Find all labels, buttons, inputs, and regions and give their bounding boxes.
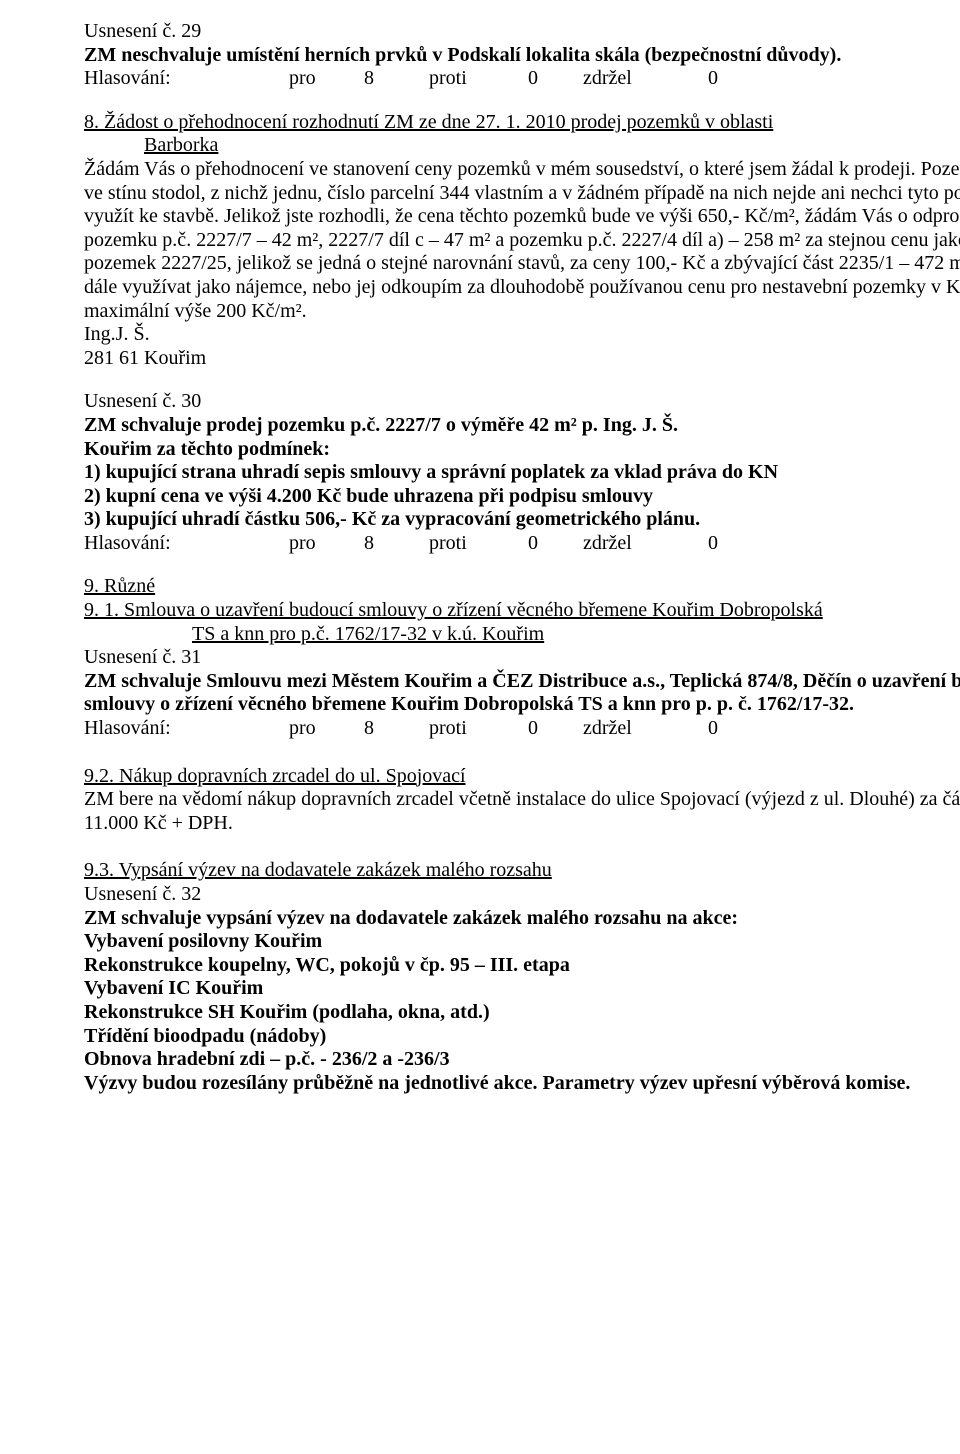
hlas-proti-l: proti (429, 67, 523, 91)
heading-9: 9. Různé (84, 575, 960, 599)
usneseni-29: Usnesení č. 29 (84, 20, 960, 44)
hlas-label: Hlasování: (84, 67, 284, 91)
heading-9-1a: 9. 1. Smlouva o uzavření budoucí smlouvy… (84, 599, 960, 623)
sig-2: 281 61 Kouřim (84, 347, 960, 371)
hlas-zdr-l: zdržel (583, 67, 703, 91)
usneseni-31: Usnesení č. 31 (84, 646, 960, 670)
hlas-pro-v: 8 (364, 532, 424, 556)
hlas-label: Hlasování: (84, 532, 284, 556)
hlasovani-row: Hlasování: pro 8 proti 0 zdržel 0 (84, 717, 960, 741)
u32-l2: Vybavení posilovny Kouřim (84, 930, 960, 954)
hlas-proti-l: proti (429, 717, 523, 741)
u32-l1: ZM schvaluje vypsání výzev na dodavatele… (84, 907, 960, 931)
sig-1: Ing.J. Š. (84, 323, 960, 347)
u30-l4: 2) kupní cena ve výši 4.200 Kč bude uhra… (84, 485, 960, 509)
hlas-zdr-l: zdržel (583, 717, 703, 741)
u32-l4: Vybavení IC Kouřim (84, 977, 960, 1001)
hlas-zdr-v: 0 (708, 717, 738, 741)
u32-l3: Rekonstrukce koupelny, WC, pokojů v čp. … (84, 954, 960, 978)
body-8: Žádám Vás o přehodnocení ve stanovení ce… (84, 158, 960, 323)
hlas-pro-v: 8 (364, 67, 424, 91)
u32-l6: Třídění bioodpadu (nádoby) (84, 1025, 960, 1049)
hlas-zdr-v: 0 (708, 67, 738, 91)
u30-l5: 3) kupující uhradí částku 506,- Kč za vy… (84, 508, 960, 532)
u30-l1: ZM schvaluje prodej pozemku p.č. 2227/7 … (84, 414, 960, 438)
hlas-proti-l: proti (429, 532, 523, 556)
hlas-zdr-l: zdržel (583, 532, 703, 556)
heading-9-2: 9.2. Nákup dopravních zrcadel do ul. Spo… (84, 765, 960, 789)
usneseni-30: Usnesení č. 30 (84, 390, 960, 414)
hlas-proti-v: 0 (528, 532, 578, 556)
u30-l2: Kouřim za těchto podmínek: (84, 438, 960, 462)
hlasovani-row: Hlasování: pro 8 proti 0 zdržel 0 (84, 67, 960, 91)
u31-body: ZM schvaluje Smlouvu mezi Městem Kouřim … (84, 670, 960, 717)
hlas-proti-v: 0 (528, 717, 578, 741)
hlas-pro-l: pro (289, 717, 359, 741)
hlas-pro-v: 8 (364, 717, 424, 741)
heading-9-1b: TS a knn pro p.č. 1762/17-32 v k.ú. Kouř… (84, 623, 960, 647)
usneseni-29-title: ZM neschvaluje umístění herních prvků v … (84, 44, 960, 68)
usneseni-32: Usnesení č. 32 (84, 883, 960, 907)
hlasovani-row: Hlasování: pro 8 proti 0 zdržel 0 (84, 532, 960, 556)
u32-l5: Rekonstrukce SH Kouřim (podlaha, okna, a… (84, 1001, 960, 1025)
hlas-pro-l: pro (289, 67, 359, 91)
hlas-label: Hlasování: (84, 717, 284, 741)
body-9-2: ZM bere na vědomí nákup dopravních zrcad… (84, 788, 960, 835)
u32-l7: Obnova hradební zdi – p.č. - 236/2 a -23… (84, 1048, 960, 1072)
u30-l3: 1) kupující strana uhradí sepis smlouvy … (84, 461, 960, 485)
heading-8b: Barborka (84, 134, 960, 158)
hlas-pro-l: pro (289, 532, 359, 556)
hlas-zdr-v: 0 (708, 532, 738, 556)
heading-8: 8. Žádost o přehodnocení rozhodnutí ZM z… (84, 111, 960, 135)
u32-l8: Výzvy budou rozesílány průběžně na jedno… (84, 1072, 960, 1096)
hlas-proti-v: 0 (528, 67, 578, 91)
heading-9-3: 9.3. Vypsání výzev na dodavatele zakázek… (84, 859, 960, 883)
